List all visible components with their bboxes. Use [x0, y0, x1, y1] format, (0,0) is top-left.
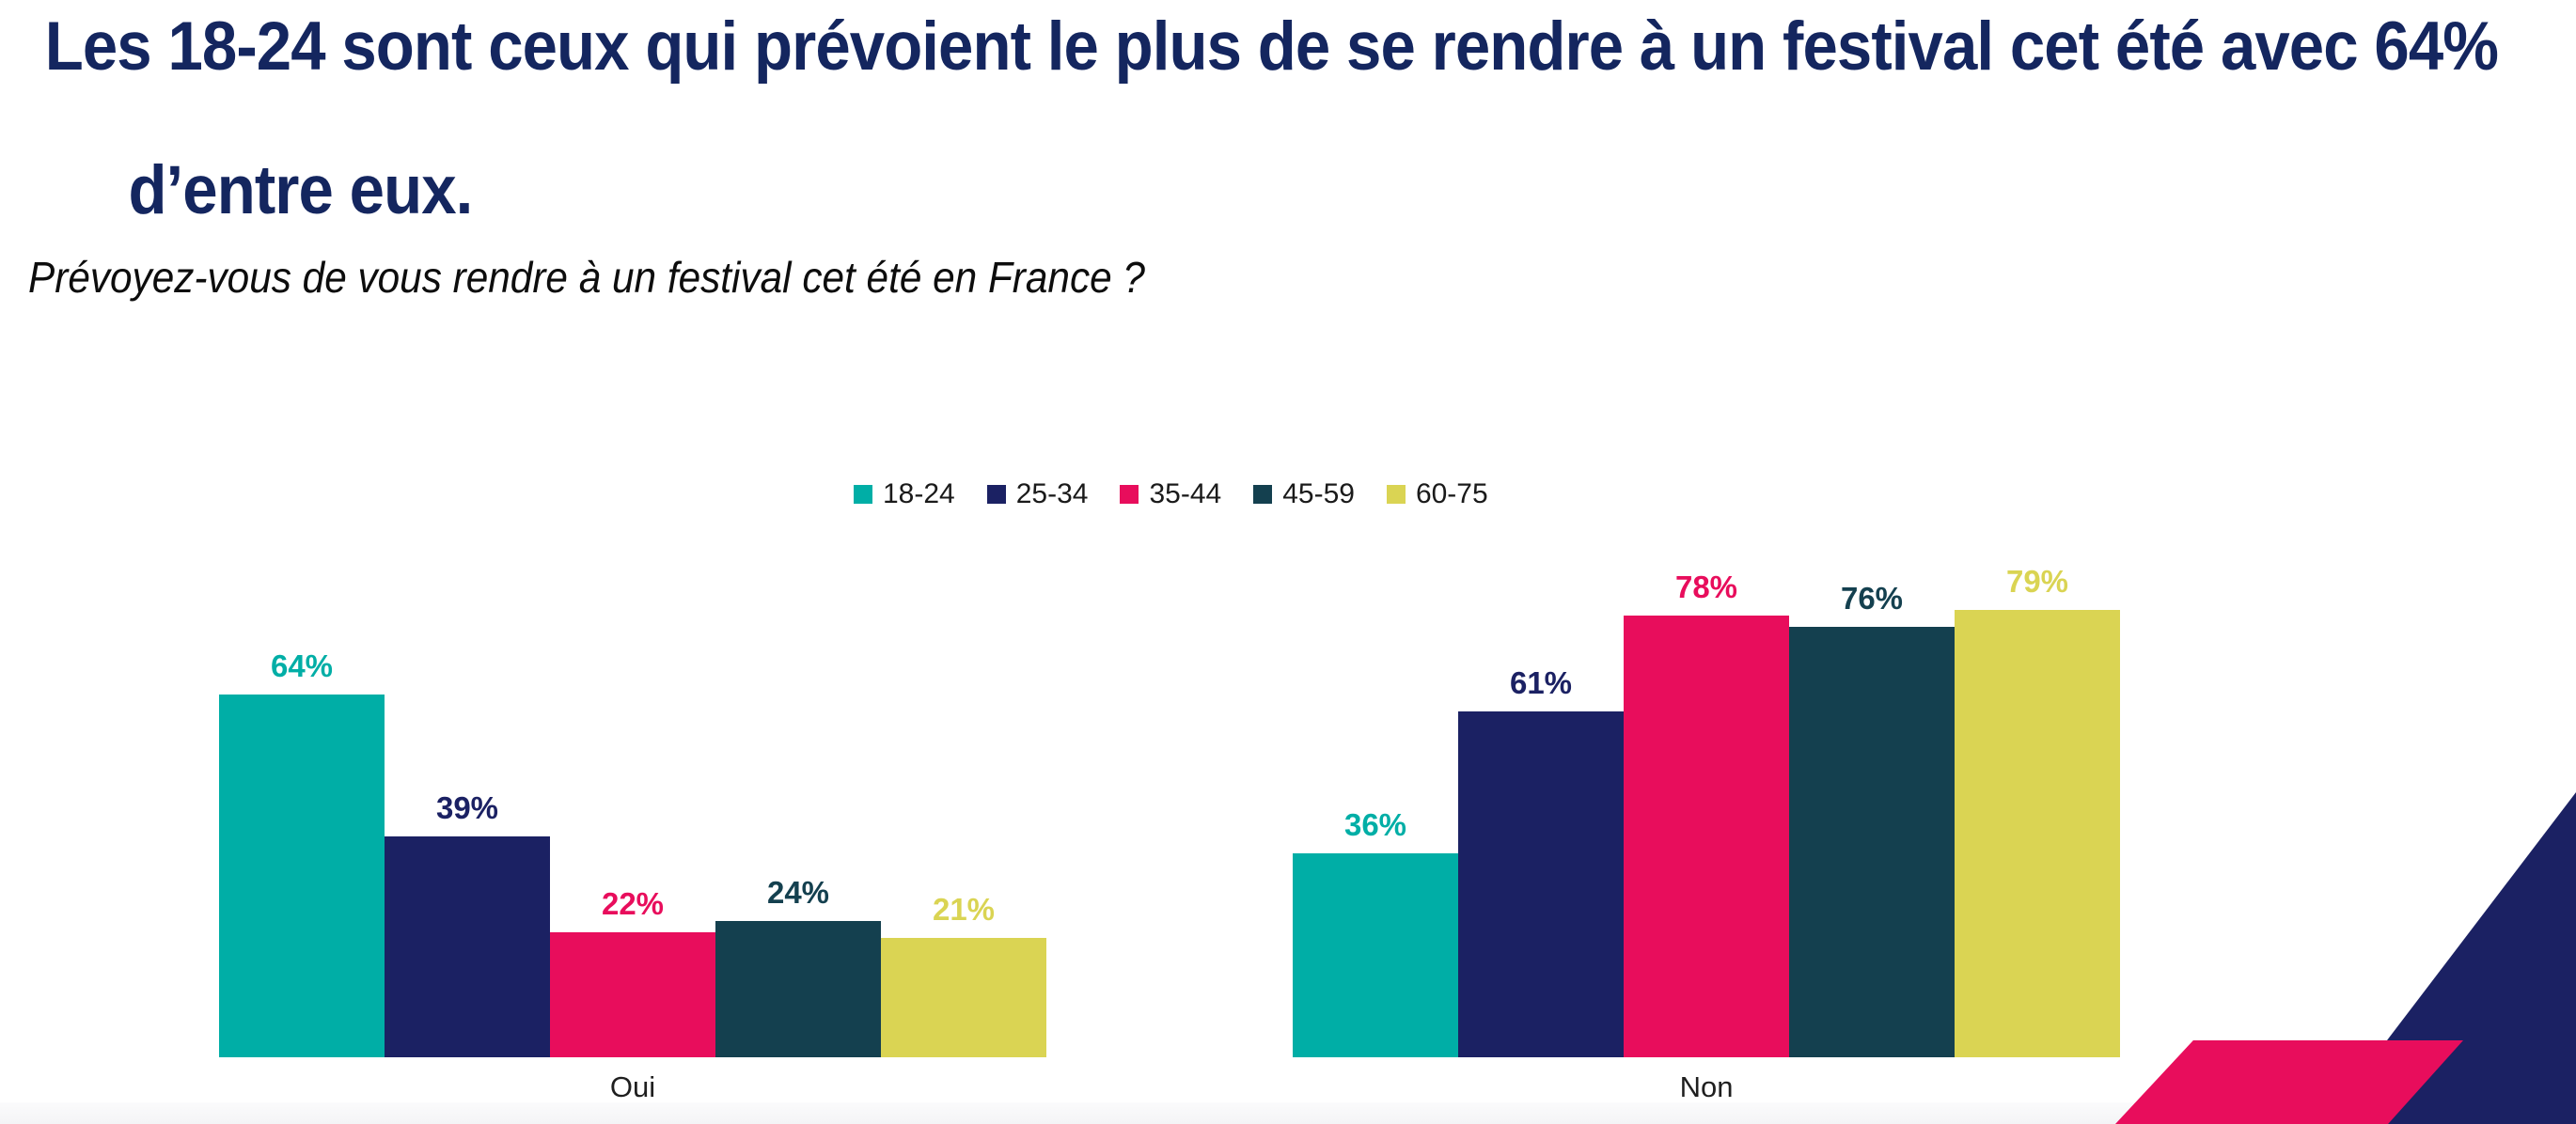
- bar: [219, 695, 385, 1057]
- bar-cell: 76%: [1789, 583, 1955, 1057]
- bar-cell: 22%: [550, 888, 715, 1057]
- value-label: 61%: [1509, 665, 1573, 700]
- value-label: 24%: [766, 875, 830, 910]
- legend-label: 45-59: [1282, 478, 1355, 509]
- survey-question-subtitle: Prévoyez-vous de vous rendre à un festiv…: [28, 252, 1145, 302]
- bar-group-oui: 64% 39% 22% 24% 21%: [219, 531, 1046, 1057]
- bar: [715, 921, 881, 1057]
- bar-cell: 24%: [715, 877, 881, 1057]
- legend-swatch-icon: [1120, 485, 1139, 504]
- value-label: 22%: [601, 886, 665, 921]
- category-label: Non: [1679, 1070, 1734, 1103]
- legend-swatch-icon: [1386, 485, 1406, 504]
- legend-swatch-icon: [986, 485, 1006, 504]
- bar: [1789, 627, 1955, 1057]
- legend-label: 60-75: [1415, 478, 1488, 509]
- legend-item: 35-44: [1120, 478, 1221, 510]
- bar-cell: 36%: [1293, 809, 1458, 1057]
- legend-label: 18-24: [883, 478, 955, 509]
- legend-item: 25-34: [986, 478, 1089, 510]
- slide-title-line2: d’entre eux.: [128, 152, 473, 229]
- bar: [1458, 711, 1624, 1057]
- legend-item: 45-59: [1253, 478, 1355, 510]
- value-label: 78%: [1674, 570, 1738, 604]
- bar: [1955, 610, 2120, 1057]
- bar: [1293, 853, 1458, 1057]
- bar: [1624, 616, 1789, 1057]
- slide-title-line1: Les 18-24 sont ceux qui prévoient le plu…: [28, 8, 2499, 85]
- bar: [881, 938, 1046, 1057]
- bar-cell: 39%: [385, 792, 550, 1057]
- category-label: Oui: [609, 1070, 656, 1103]
- value-label: 21%: [932, 892, 996, 927]
- header: Les 18-24 sont ceux qui prévoient le plu…: [28, 8, 2576, 303]
- value-label: 39%: [435, 790, 499, 825]
- footer-band: [0, 1102, 2576, 1124]
- bar-cell: 61%: [1458, 667, 1624, 1057]
- bar-cell: 79%: [1955, 566, 2120, 1057]
- bar-group-non: 36% 61% 78% 76% 79%: [1293, 531, 2120, 1057]
- value-label: 76%: [1840, 581, 1904, 616]
- bar: [550, 932, 715, 1057]
- legend-label: 25-34: [1015, 478, 1089, 509]
- legend-swatch-icon: [1253, 485, 1273, 504]
- bar-cell: 64%: [219, 650, 385, 1057]
- bar: [385, 836, 550, 1057]
- legend-label: 35-44: [1149, 478, 1222, 509]
- legend-swatch-icon: [854, 485, 872, 504]
- bar-cell: 78%: [1624, 571, 1789, 1057]
- legend-item: 60-75: [1386, 478, 1488, 510]
- legend-item: 18-24: [854, 478, 955, 510]
- chart-legend: 18-24 25-34 35-44 45-59 60-75: [854, 476, 1488, 513]
- bar-cell: 21%: [881, 894, 1046, 1057]
- value-label: 79%: [2005, 564, 2069, 599]
- value-label: 36%: [1343, 807, 1407, 842]
- value-label: 64%: [270, 648, 334, 683]
- slide-title: Les 18-24 sont ceux qui prévoient le plu…: [28, 8, 2576, 229]
